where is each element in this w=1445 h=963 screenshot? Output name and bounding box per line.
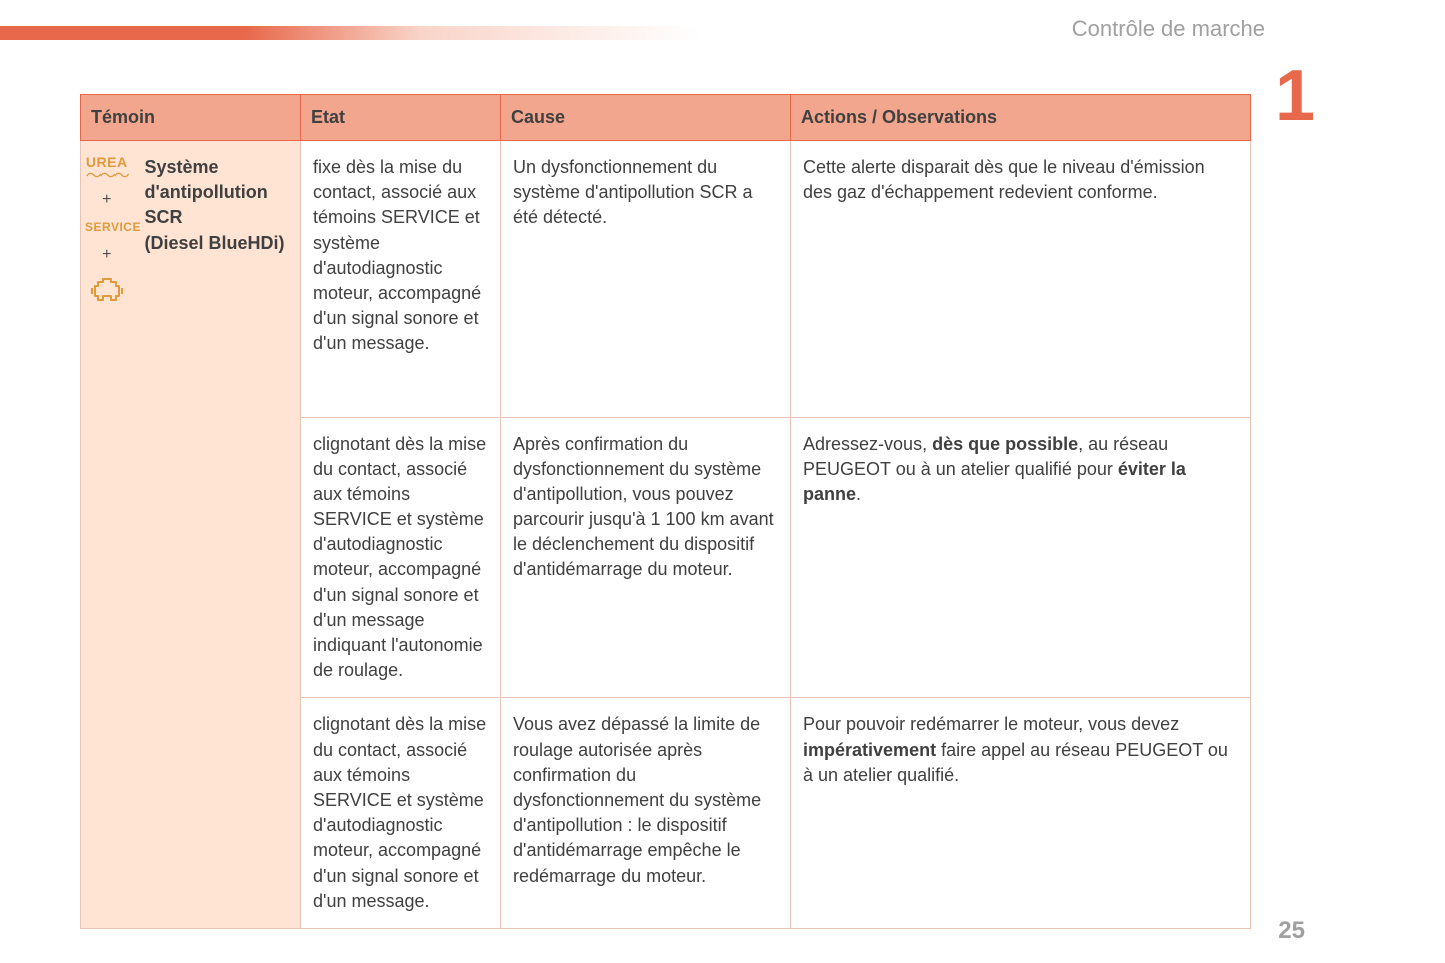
table-header-row: Témoin Etat Cause Actions / Observations — [81, 95, 1251, 141]
col-temoin: Témoin — [81, 95, 301, 141]
table-row: UREA 〜〜〜 + SERVICE + Système d'antipollu… — [81, 141, 1251, 418]
warning-lights-table: Témoin Etat Cause Actions / Observations… — [80, 94, 1250, 929]
chapter-marker: 1 — [1275, 68, 1315, 126]
urea-wave-icon: 〜〜〜 — [85, 173, 129, 181]
top-accent-bar — [0, 26, 700, 40]
cell-etat: clignotant dès la mise du contact, assoc… — [301, 698, 501, 929]
cell-actions: Adressez-vous, dès que possible, au rése… — [791, 417, 1251, 698]
cell-etat: clignotant dès la mise du contact, assoc… — [301, 417, 501, 698]
plus-icon: + — [85, 244, 129, 266]
temoin-name: Système d'antipollution SCR (Diesel Blue… — [133, 141, 301, 929]
cell-cause: Un dysfonctionnement du système d'antipo… — [501, 141, 791, 418]
warning-icon-cell: UREA 〜〜〜 + SERVICE + — [81, 141, 133, 929]
cell-actions: Cette alerte disparait dès que le niveau… — [791, 141, 1251, 418]
cell-cause: Après confirmation du dysfonctionnement … — [501, 417, 791, 698]
service-icon: SERVICE — [85, 219, 129, 236]
page-number: 25 — [1278, 917, 1305, 945]
section-header: Contrôle de marche — [1072, 16, 1265, 42]
cell-etat: fixe dès la mise du contact, associé aux… — [301, 141, 501, 418]
col-actions: Actions / Observations — [791, 95, 1251, 141]
cell-actions: Pour pouvoir redémarrer le moteur, vous … — [791, 698, 1251, 929]
plus-icon: + — [85, 189, 129, 211]
col-etat: Etat — [301, 95, 501, 141]
engine-check-icon — [85, 276, 129, 306]
col-cause: Cause — [501, 95, 791, 141]
cell-cause: Vous avez dépassé la limite de roulage a… — [501, 698, 791, 929]
